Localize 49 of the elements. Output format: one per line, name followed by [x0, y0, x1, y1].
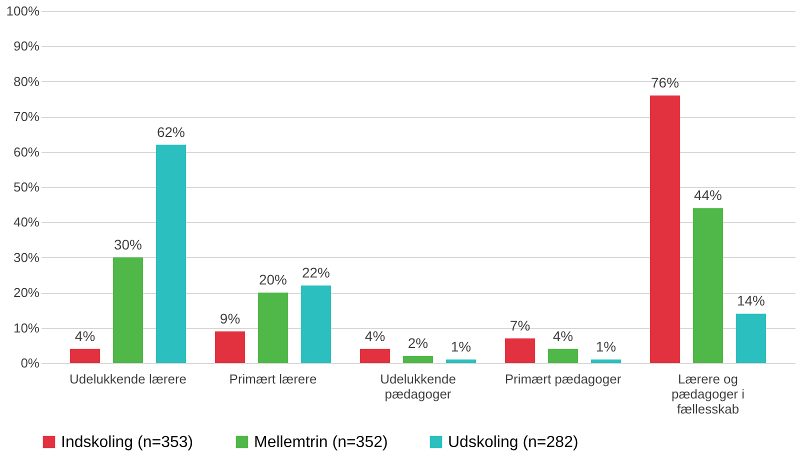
data-label: 22%	[302, 264, 330, 281]
data-label: 4%	[74, 328, 96, 344]
data-label: 4%	[364, 328, 386, 344]
data-label: 7%	[510, 317, 530, 334]
y-tick-label: 100%	[6, 4, 40, 18]
bar	[258, 292, 288, 363]
bar	[215, 331, 246, 363]
y-tick-label: 90%	[13, 38, 40, 54]
bar	[402, 356, 434, 363]
y-tick-label: 70%	[13, 109, 40, 124]
data-label: 1%	[596, 338, 616, 354]
data-label: 14%	[736, 292, 765, 309]
data-label: 2%	[408, 334, 428, 351]
data-label: 9%	[220, 310, 240, 326]
bar	[650, 95, 680, 363]
y-tick-label: 20%	[13, 285, 40, 300]
x-tick-label: Udelukkende lærere	[69, 372, 187, 386]
bar	[590, 359, 621, 363]
data-label: 44%	[694, 187, 722, 204]
x-tick-label: Primært pædagoger	[504, 372, 622, 386]
legend-label: Indskoling (n=353)	[61, 434, 194, 451]
x-tick-label: Primært lærere	[229, 372, 317, 386]
bar	[70, 348, 100, 363]
bar	[156, 144, 186, 363]
data-label: 76%	[651, 74, 680, 90]
y-tick-label: 60%	[13, 144, 40, 160]
y-tick-label: 80%	[13, 74, 40, 89]
y-tick-label: 40%	[13, 214, 40, 230]
bar	[736, 314, 766, 363]
legend-label: Udskoling (n=282)	[448, 434, 578, 451]
bar	[505, 338, 536, 363]
bar	[112, 257, 144, 363]
bar	[446, 359, 476, 363]
y-tick-label: 30%	[13, 250, 40, 265]
bar	[360, 348, 390, 363]
y-tick-label: 50%	[13, 180, 40, 194]
bar	[548, 348, 578, 363]
x-tick-label: Lærere og pædagoger i fællesskab	[672, 372, 745, 416]
data-label: 30%	[114, 236, 142, 252]
data-label: 4%	[552, 328, 574, 344]
bar	[300, 286, 331, 363]
x-tick-label: Udelukkende pædagoger	[380, 372, 456, 402]
data-label: 1%	[450, 338, 472, 354]
y-tick-label: 0%	[20, 356, 40, 370]
legend-label: Mellemtrin (n=352)	[254, 434, 388, 451]
data-label: 62%	[156, 124, 185, 140]
data-label: 20%	[258, 272, 288, 288]
y-tick-label: 10%	[13, 320, 40, 336]
bar	[692, 208, 724, 363]
